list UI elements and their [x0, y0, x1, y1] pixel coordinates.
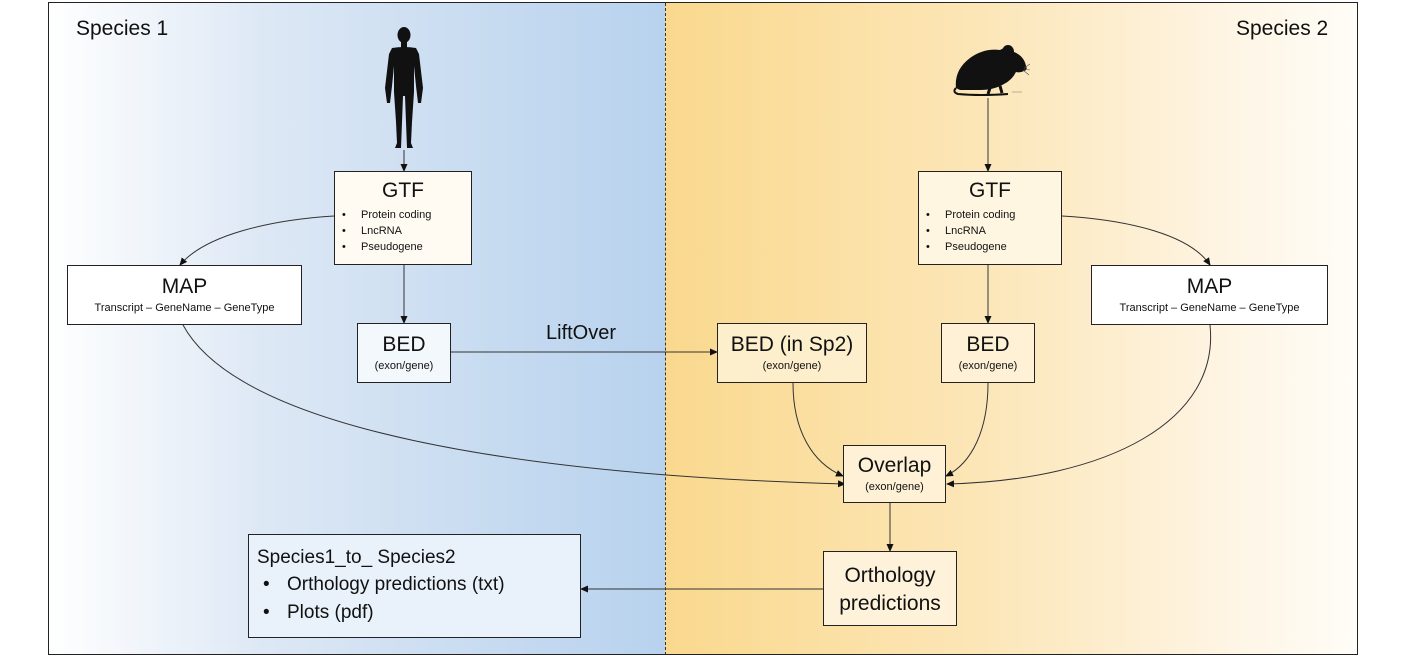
gtf-feature-list: Protein coding LncRNA Pseudogene — [335, 207, 471, 255]
mouse-silhouette-icon — [953, 45, 1030, 96]
bed-title: BED — [382, 333, 426, 356]
map-subtitle: Transcript – GeneName – GeneType — [94, 302, 275, 315]
species2-label: Species 2 — [1236, 17, 1329, 40]
list-item: LncRNA — [919, 223, 1061, 239]
map-box-species2: MAP Transcript – GeneName – GeneType — [1091, 265, 1328, 325]
liftover-label: LiftOver — [546, 322, 617, 344]
species1-label: Species 1 — [76, 17, 169, 40]
gtf-title: GTF — [969, 179, 1011, 202]
list-item: Protein coding — [919, 207, 1061, 223]
bed-subtitle: (exon/gene) — [958, 360, 1018, 373]
species-divider — [665, 3, 666, 655]
list-item: Protein coding — [335, 207, 471, 223]
gtf-title: GTF — [382, 179, 424, 202]
list-item: Plots (pdf) — [257, 599, 580, 627]
bed-title: BED — [966, 333, 1010, 356]
list-item: Pseudogene — [919, 239, 1061, 255]
orthology-line2: predictions — [839, 592, 941, 615]
gtf-box-species2: GTF Protein coding LncRNA Pseudogene — [918, 171, 1062, 265]
list-item: LncRNA — [335, 223, 471, 239]
overlap-title: Overlap — [857, 454, 932, 477]
bed-box-species1: BED (exon/gene) — [357, 323, 451, 383]
output-title: Species1_to_ Species2 — [257, 547, 456, 568]
overlap-subtitle: (exon/gene) — [865, 481, 924, 494]
overlap-box: Overlap (exon/gene) — [843, 445, 946, 503]
map-title: MAP — [1186, 275, 1233, 298]
output-box: Species1_to_ Species2 Orthology predicti… — [248, 534, 581, 638]
bed-lifted-subtitle: (exon/gene) — [762, 360, 822, 373]
list-item: Orthology predictions (txt) — [257, 571, 580, 599]
list-item: Pseudogene — [335, 239, 471, 255]
bed-subtitle: (exon/gene) — [374, 360, 434, 373]
bed-lifted-box: BED (in Sp2) (exon/gene) — [717, 323, 867, 383]
gtf-feature-list: Protein coding LncRNA Pseudogene — [919, 207, 1061, 255]
diagram-frame — [48, 2, 1358, 655]
map-title: MAP — [161, 275, 208, 298]
human-silhouette-icon — [385, 27, 423, 148]
output-list: Orthology predictions (txt) Plots (pdf) — [257, 571, 580, 627]
orthology-line1: Orthology — [844, 564, 936, 587]
map-subtitle: Transcript – GeneName – GeneType — [1119, 302, 1300, 315]
orthology-predictions-box: Orthology predictions — [823, 551, 957, 626]
bed-lifted-title: BED (in Sp2) — [730, 333, 854, 356]
map-box-species1: MAP Transcript – GeneName – GeneType — [67, 265, 302, 325]
gtf-box-species1: GTF Protein coding LncRNA Pseudogene — [334, 171, 472, 265]
bed-box-species2: BED (exon/gene) — [941, 323, 1035, 383]
